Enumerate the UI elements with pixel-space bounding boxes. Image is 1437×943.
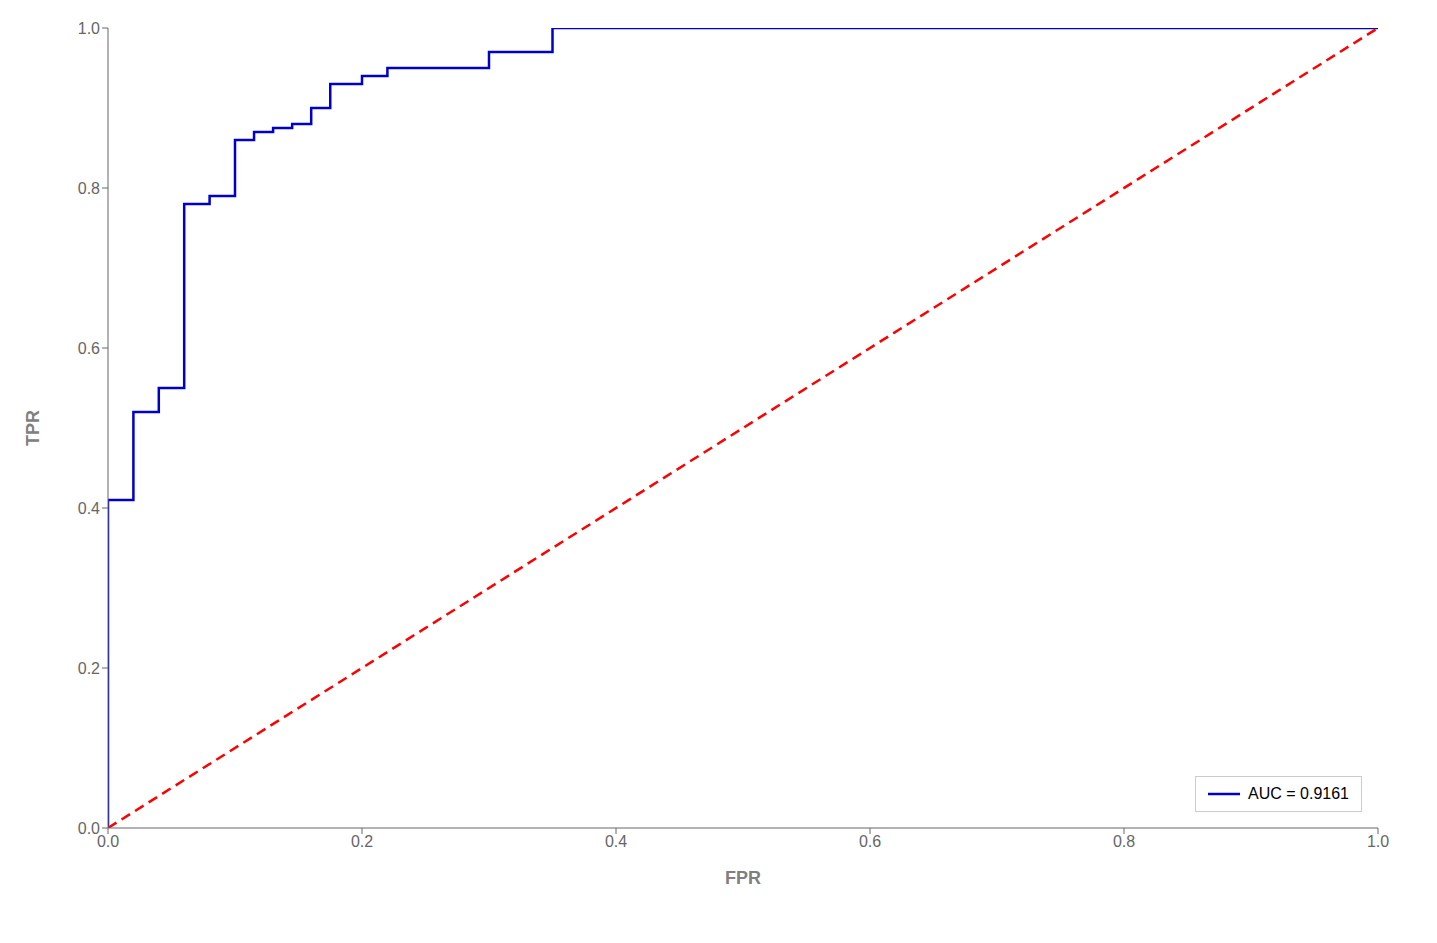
svg-text:0.2: 0.2 [351,833,373,850]
svg-text:0.8: 0.8 [1113,833,1135,850]
svg-text:0.4: 0.4 [78,500,100,517]
svg-text:TPR: TPR [23,410,43,446]
svg-text:FPR: FPR [725,868,761,888]
svg-text:0.8: 0.8 [78,180,100,197]
svg-text:0.0: 0.0 [78,820,100,837]
html-text:AUC = 0.9161: AUC = 0.9161 [1248,785,1349,802]
svg-text:0.4: 0.4 [605,833,627,850]
svg-text:1.0: 1.0 [1367,833,1389,850]
svg-text:0.0: 0.0 [97,833,119,850]
svg-text:0.2: 0.2 [78,660,100,677]
svg-text:0.6: 0.6 [859,833,881,850]
svg-text:1.0: 1.0 [78,20,100,37]
svg-text:0.6: 0.6 [78,340,100,357]
